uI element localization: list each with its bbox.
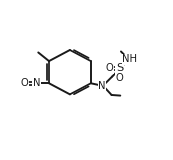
Text: N: N [33,78,40,88]
Text: O: O [116,73,124,83]
Text: O: O [106,64,113,73]
Text: N: N [98,81,106,91]
Text: S: S [116,64,123,73]
Text: O: O [21,78,29,88]
Text: NH: NH [122,54,137,64]
